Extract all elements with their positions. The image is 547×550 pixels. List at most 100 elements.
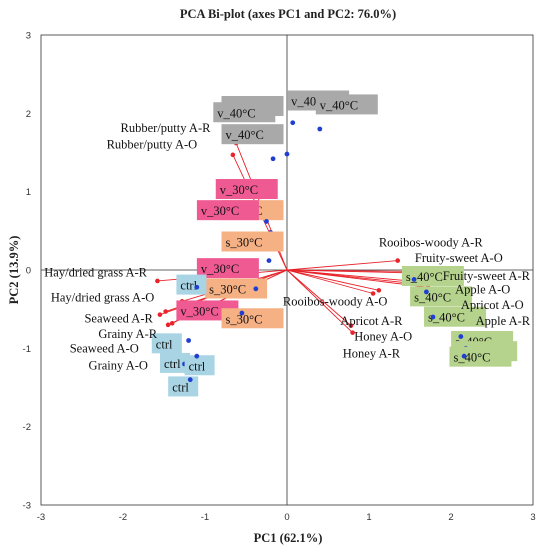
observation-label: ctrl (180, 279, 197, 293)
variable-label: Apricot A-R (340, 314, 403, 328)
observation-label: v_40°C (217, 106, 255, 120)
chart-title: PCA Bi-plot (axes PC1 and PC2: 76.0%) (180, 7, 396, 21)
variable-label: Seaweed A-O (70, 341, 139, 355)
variable-vector (286, 260, 398, 271)
variable-vector (286, 269, 379, 291)
observation-point (290, 120, 296, 126)
observation-label-box (205, 278, 268, 299)
y-tick-label: -3 (23, 501, 31, 512)
variable-point (376, 288, 382, 293)
x-tick-label: -3 (37, 512, 45, 523)
tick-labels: -3 -2 -1 0 1 2 3 -3 -2 -1 0 1 2 3 (23, 31, 536, 524)
observation-label: v_30°C (201, 262, 239, 276)
observation-point (253, 286, 259, 292)
observation-label: ctrl (172, 380, 189, 394)
observations: v_40°Cv_40°Cv_40°Cv_40°Cv_40°Cv_30°Cs_30… (151, 90, 518, 397)
observation-label: s_40°C (453, 351, 490, 365)
variable-point (157, 312, 163, 317)
x-tick-label: 0 (284, 512, 289, 523)
y-tick-label: -2 (23, 422, 31, 433)
variable-point (370, 291, 376, 296)
variable-label: Grainy A-R (98, 327, 157, 341)
variable-label: Fruity-sweet A-R (443, 269, 531, 283)
variable-label: Hay/dried grass A-R (44, 265, 147, 279)
observation-label: s_40°C (428, 311, 465, 325)
x-tick-label: -1 (201, 512, 209, 523)
observation-label-box (196, 200, 259, 221)
variable-point (230, 152, 236, 158)
observation-point (194, 284, 200, 290)
variable-vector (286, 269, 352, 326)
y-tick-label: 1 (26, 187, 31, 198)
variable-point (165, 322, 171, 328)
observation-label-box (184, 355, 215, 376)
observation-point (186, 338, 192, 343)
observation-point (317, 126, 323, 132)
observation-label-box (215, 179, 278, 200)
observation-label: s_40°C (414, 290, 451, 304)
variable-label: Apple A-R (476, 314, 531, 328)
observation-point (270, 156, 276, 162)
variable-point (350, 330, 355, 335)
observation-point (194, 353, 200, 359)
x-tick-label: -2 (119, 512, 127, 523)
y-axis-title: PC2 (13.9%) (7, 236, 21, 305)
observation-label-box (315, 94, 378, 115)
variable-point (395, 258, 401, 263)
observation-label: ctrl (189, 359, 206, 373)
x-tick-label: 3 (530, 512, 535, 523)
observation-label: s_40°C (406, 270, 443, 284)
variable-point (155, 278, 160, 284)
variable-point (169, 320, 175, 326)
observation-point (424, 289, 429, 295)
y-tick-label: 2 (26, 109, 31, 120)
variable-label: Seaweed A-R (84, 311, 153, 325)
observation-label-box (213, 102, 276, 123)
observation-label: v_40°C (320, 98, 358, 112)
y-tick-label: 0 (26, 266, 31, 277)
variable-label: Fruity-sweet A-O (415, 251, 503, 265)
variable-label: Apple A-O (455, 283, 510, 297)
variable-vector (286, 269, 374, 294)
observation-point (187, 377, 193, 383)
y-tick-label: 3 (26, 31, 31, 42)
observation-point (430, 314, 436, 320)
variable-label: Honey A-R (343, 347, 401, 361)
observation-label-box (151, 333, 182, 354)
observation-label: s_30°C (226, 312, 263, 326)
variable-label: Rooibos-woody A-R (379, 236, 483, 250)
observation-point (461, 353, 467, 359)
x-tick-label: 2 (448, 512, 453, 523)
variable-vector (286, 269, 419, 285)
observation-label-box (221, 124, 284, 145)
variable-label: Rubber/putty A-O (107, 138, 198, 152)
observation-label-box (424, 306, 487, 327)
variable-label: Hay/dried grass A-O (51, 290, 154, 304)
variable-label: Rooibos-woody A-O (283, 294, 388, 308)
variable-labels: Rubber/putty A-R Rubber/putty A-O Hay/drie… (44, 121, 530, 372)
observation-label-box (401, 265, 464, 286)
observation-label: s_30°C (226, 236, 263, 250)
observation-label-box (160, 352, 190, 373)
x-axis-title: PC1 (62.1%) (254, 531, 323, 545)
variable-label: Honey A-O (354, 330, 412, 344)
observation-point (411, 277, 417, 282)
variable-vector (286, 269, 425, 273)
observation-label: ctrl (164, 357, 181, 371)
observation-point (264, 219, 269, 224)
observation-label: v_30°C (201, 204, 239, 218)
observation-label-box (221, 308, 284, 329)
observation-label: s_30°C (209, 283, 246, 297)
observation-label-box (196, 258, 259, 279)
observation-label: ctrl (156, 337, 173, 351)
variable-label: Apricot A-O (461, 298, 524, 312)
observation-label-box (176, 274, 207, 295)
variable-point (163, 309, 168, 314)
variable-vector (286, 269, 353, 333)
variable-label: Rubber/putty A-R (121, 121, 212, 135)
observation-point (458, 334, 464, 339)
observation-label: v_30°C (180, 304, 218, 318)
observation-point (266, 258, 272, 263)
variable-label: Grainy A-O (89, 358, 148, 372)
